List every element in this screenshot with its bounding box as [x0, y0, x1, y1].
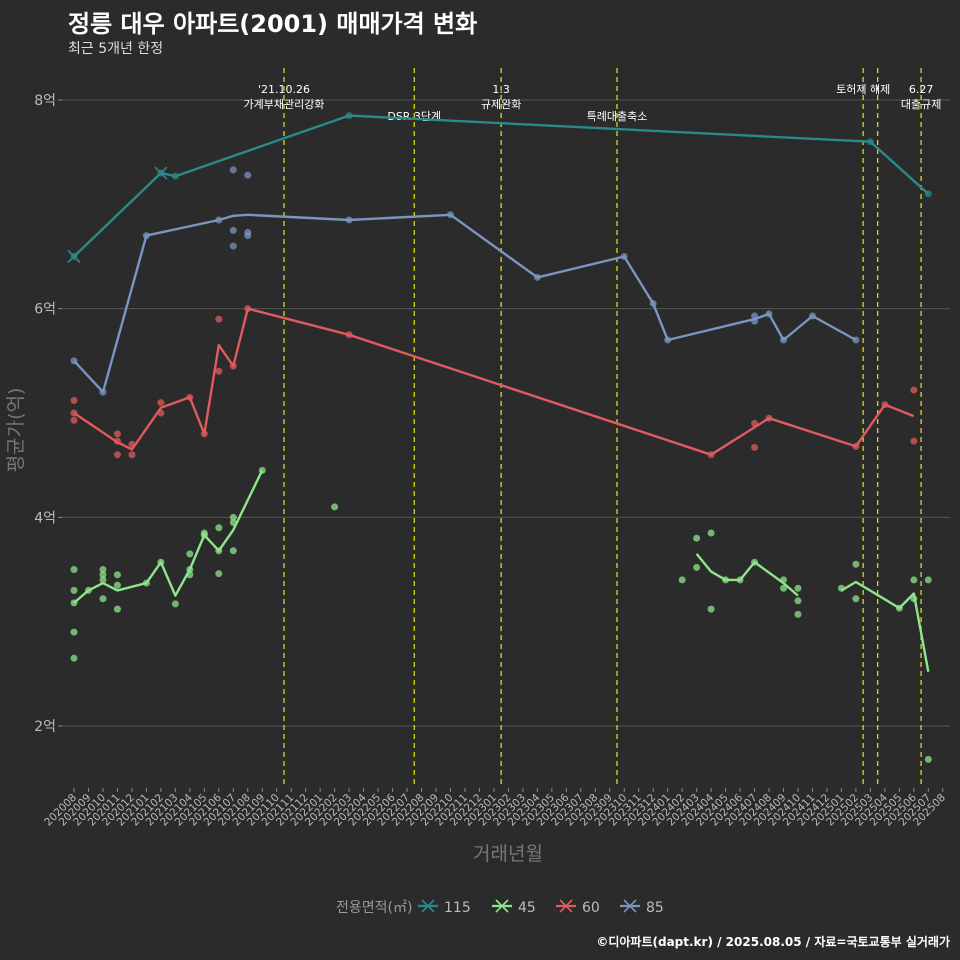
- point-45-31: [693, 563, 701, 571]
- point-45-8: [99, 576, 107, 584]
- ytick-label-4: 4억: [34, 510, 56, 526]
- point-45-12: [113, 605, 121, 613]
- legend-cross-45: [495, 899, 509, 913]
- point-85-7: [244, 171, 252, 179]
- point-45-39: [794, 584, 802, 592]
- point-45-41: [794, 610, 802, 618]
- line-45-1: [695, 553, 799, 597]
- point-60-5: [113, 451, 121, 459]
- annotation-202502-0: 토허제 해제: [836, 82, 890, 96]
- series-85: [70, 166, 860, 396]
- point-45-6: [99, 566, 107, 573]
- legend-label-60: 60: [582, 900, 600, 916]
- line-85-0: [73, 213, 857, 394]
- point-45-16: [186, 550, 194, 558]
- policy-lines: [283, 68, 922, 788]
- ytick-label-6: 6억: [34, 302, 56, 318]
- point-45-3: [70, 628, 78, 636]
- y-axis-label: 평균가(억): [5, 388, 27, 473]
- point-45-15: [171, 600, 179, 608]
- legend-cross-115: [421, 899, 435, 913]
- legend-label-45: 45: [518, 900, 536, 916]
- line-60-0: [73, 307, 915, 456]
- point-45-23: [215, 570, 223, 578]
- point-45-10: [113, 571, 121, 579]
- point-60-19: [751, 443, 759, 451]
- series-45: [70, 466, 932, 763]
- point-85-5: [229, 226, 237, 234]
- chart-subtitle: 최근 5개년 한정: [68, 41, 164, 57]
- point-45-28: [331, 503, 339, 511]
- point-45-44: [852, 595, 860, 603]
- legend: 전용면적(㎡) 115 45 60 85: [336, 899, 664, 916]
- point-45-46: [910, 576, 918, 584]
- line-45-2: [840, 580, 930, 672]
- point-45-29: [678, 576, 686, 584]
- legend-label-85: 85: [646, 900, 664, 916]
- x-axis-ticks: 2020082020092020102020112020122021012021…: [42, 788, 948, 828]
- point-45-1: [70, 586, 78, 594]
- y-axis-ticks: 2억 4억 6억 8억: [34, 93, 62, 735]
- point-85-6: [229, 242, 237, 250]
- point-45-0: [70, 566, 78, 573]
- legend-cross-85: [623, 899, 637, 913]
- x-axis-label: 거래년월: [473, 843, 543, 865]
- point-45-48: [924, 576, 932, 584]
- point-45-33: [707, 605, 715, 613]
- annotation-202506-1: 대출규제: [901, 98, 941, 111]
- source-caption: ©디아파트(dapt.kr) / 2025.08.05 / 자료=국토교통부 실…: [596, 935, 950, 949]
- point-60-24: [910, 437, 918, 445]
- point-45-43: [852, 560, 860, 568]
- point-85-9: [244, 232, 252, 240]
- ytick-label-2: 2억: [34, 719, 56, 735]
- point-45-26: [229, 547, 237, 555]
- point-60-0: [70, 396, 78, 404]
- point-45-7: [99, 571, 107, 579]
- point-45-4: [70, 654, 78, 662]
- grid-lines: [62, 99, 950, 727]
- point-45-24: [229, 513, 237, 521]
- annotation-202301-0: 1.3: [492, 83, 510, 96]
- point-45-32: [707, 529, 715, 537]
- legend-label-115: 115: [444, 900, 471, 916]
- line-115-0: [73, 114, 930, 258]
- annotation-202110-1: 가계부채관리강화: [243, 98, 324, 111]
- point-45-40: [794, 597, 802, 605]
- point-60-3: [113, 430, 121, 438]
- line-45-0: [73, 469, 264, 604]
- point-45-38: [780, 584, 788, 592]
- series-group: [67, 112, 932, 763]
- ytick-label-8: 8억: [34, 93, 56, 109]
- chart-title: 정릉 대우 아파트(2001) 매매가격 변화: [68, 10, 478, 38]
- legend-cross-60: [559, 899, 573, 913]
- legend-title: 전용면적(㎡): [336, 900, 412, 916]
- point-60-8: [157, 399, 165, 407]
- point-45-9: [99, 595, 107, 603]
- series-115: [67, 112, 932, 264]
- series-60: [70, 305, 918, 459]
- point-60-7: [128, 451, 136, 459]
- annotation-202110-0: '21.10.26: [258, 83, 310, 96]
- point-60-2: [70, 416, 78, 424]
- point-60-13: [215, 367, 223, 375]
- point-85-4: [229, 166, 237, 174]
- annotation-202207-0: DSR 3단계: [387, 110, 441, 123]
- point-45-49: [924, 755, 932, 763]
- annotation-202309-0: 특례대출축소: [587, 110, 648, 123]
- annotation-202506-0: 6.27: [909, 83, 934, 96]
- point-60-12: [215, 315, 223, 323]
- cross-marker-115-1: [154, 166, 168, 180]
- point-45-11: [113, 581, 121, 589]
- point-45-21: [215, 524, 223, 532]
- point-60-23: [910, 386, 918, 394]
- annotation-202301-1: 규제완화: [481, 98, 521, 111]
- cross-marker-115-0: [67, 249, 81, 264]
- point-45-30: [693, 534, 701, 542]
